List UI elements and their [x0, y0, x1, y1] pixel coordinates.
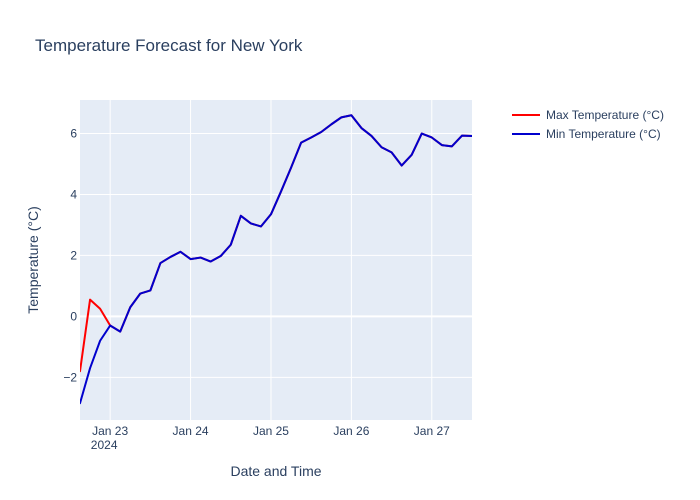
legend-item-label[interactable]: Min Temperature (°C) [546, 127, 661, 141]
y-tick-label: 6 [70, 127, 77, 141]
plot-area[interactable] [80, 100, 472, 420]
y-tick-label: 0 [70, 309, 77, 323]
y-axis-title: Temperature (°C) [25, 206, 41, 314]
y-tick-label: 2 [70, 248, 77, 262]
series-lines [80, 114, 472, 405]
x-tick-label: Jan 25 [253, 424, 289, 438]
y-axis-ticks: −2 0 2 4 6 [63, 127, 77, 385]
legend: Max Temperature (°C) Min Temperature (°C) [512, 108, 664, 141]
x-tick-label: Jan 23 [92, 424, 128, 438]
series-line-min-temperature[interactable] [80, 114, 472, 405]
x-axis-title: Date and Time [230, 463, 321, 479]
chart-title: Temperature Forecast for New York [35, 36, 303, 55]
x-tick-label: Jan 26 [333, 424, 369, 438]
grid-lines [80, 100, 472, 420]
legend-item-label[interactable]: Max Temperature (°C) [546, 108, 664, 122]
x-tick-sublabel: 2024 [91, 438, 118, 452]
y-tick-label: 4 [70, 187, 77, 201]
x-tick-label: Jan 27 [414, 424, 450, 438]
y-tick-label: −2 [63, 370, 77, 384]
x-tick-label: Jan 24 [173, 424, 209, 438]
